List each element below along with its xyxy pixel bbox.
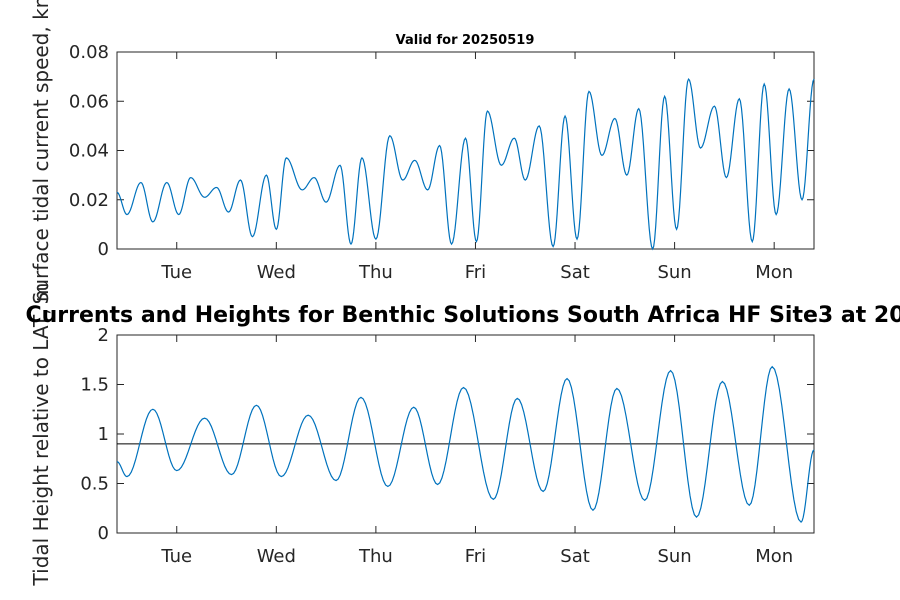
current-speed-ytick-label: 0 xyxy=(98,239,109,260)
tidal-height-xtick-label: Thu xyxy=(358,546,393,567)
current-speed-line xyxy=(116,77,815,251)
current-speed-xtick-label: Tue xyxy=(160,262,192,283)
tidal-height-ticks: 0 0.5 1 1.5 2 Tue Wed Thu Fri Sat Sun Mon xyxy=(80,325,814,567)
current-speed-xtick-label: Mon xyxy=(755,262,793,283)
current-speed-xtick-label: Wed xyxy=(257,262,296,283)
tidal-height-axes xyxy=(116,334,815,534)
tidal-height-xtick-label: Fri xyxy=(465,546,486,567)
tidal-height-xtick-label: Sat xyxy=(560,546,590,567)
current-speed-axes xyxy=(116,51,815,250)
tidal-height-ytick-label: 0 xyxy=(98,523,109,544)
figure-title: Currents and Heights for Benthic Solutio… xyxy=(25,303,900,328)
current-speed-xtick-label: Sat xyxy=(560,262,590,283)
current-speed-xtick-label: Thu xyxy=(358,262,393,283)
current-speed-ytick-label: 0.06 xyxy=(69,91,109,112)
current-speed-ytick-label: 0.04 xyxy=(69,141,109,162)
current-speed-ytick-label: 0.08 xyxy=(69,42,109,63)
tidal-height-ytick-label: 0.5 xyxy=(80,474,109,495)
tidal-height-ytick-label: 2 xyxy=(98,325,109,346)
tidal-height-line xyxy=(116,365,815,524)
tidal-height-xtick-label: Wed xyxy=(257,546,296,567)
tidal-height-ytick-label: 1 xyxy=(98,424,109,445)
current-speed-panel: 0 0.02 0.04 0.06 0.08 Tue Wed Thu Fri Sat Sun Mon V… xyxy=(29,0,815,304)
current-speed-ylabel: Surface tidal current speed, kn xyxy=(29,0,53,304)
tidal-height-ylabel: Tidal Height relative to LAT, m xyxy=(29,283,53,587)
tidal-height-ytick-label: 1.5 xyxy=(80,375,109,396)
tidal-height-xtick-label: Tue xyxy=(160,546,192,567)
current-speed-title: Valid for 20250519 xyxy=(396,33,535,48)
tidal-height-xtick-label: Sun xyxy=(657,546,691,567)
current-speed-xtick-label: Sun xyxy=(657,262,691,283)
tidal-height-panel: 0 0.5 1 1.5 2 Tue Wed Thu Fri Sat Sun Mon Tidal Hei… xyxy=(29,283,815,587)
current-speed-ticks: 0 0.02 0.04 0.06 0.08 Tue Wed Thu Fri Sat Sun Mon xyxy=(69,42,814,283)
tidal-height-xtick-label: Mon xyxy=(755,546,793,567)
current-speed-ytick-label: 0.02 xyxy=(69,190,109,211)
current-speed-xtick-label: Fri xyxy=(465,262,486,283)
